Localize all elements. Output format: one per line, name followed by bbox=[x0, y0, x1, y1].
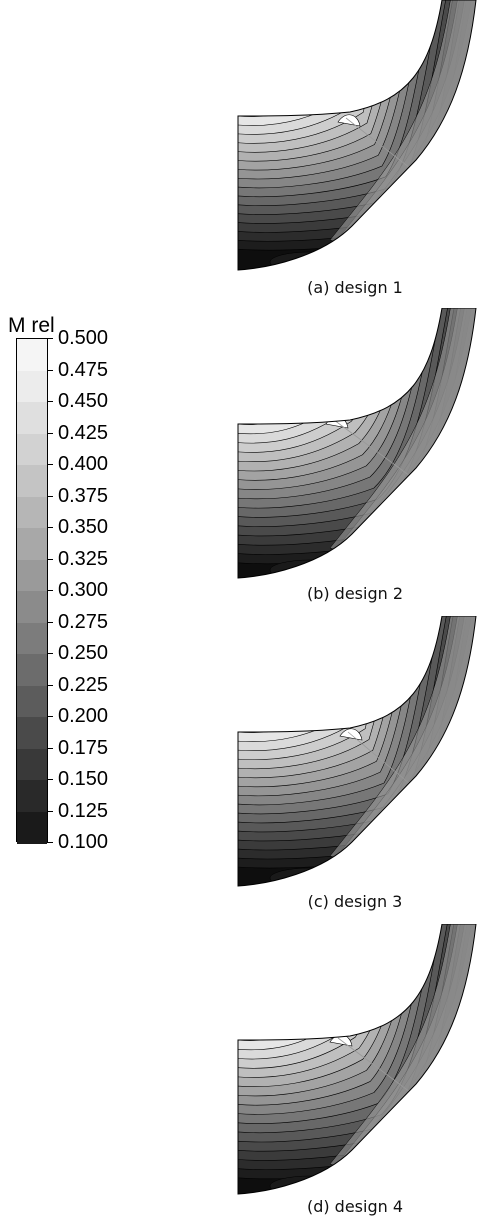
panel-design-3: (c) design 3 bbox=[230, 616, 480, 916]
legend-swatch bbox=[17, 591, 47, 623]
legend-tick-label: 0.300 bbox=[58, 579, 109, 601]
legend-tick-label: 0.275 bbox=[58, 610, 109, 633]
legend-tick bbox=[47, 747, 53, 749]
legend-swatch bbox=[17, 622, 47, 655]
contour-bands bbox=[238, 0, 476, 270]
legend-tick bbox=[47, 558, 53, 560]
legend-tick bbox=[47, 464, 53, 465]
legend-tick-label: 0.175 bbox=[58, 736, 109, 759]
grid-line bbox=[347, 731, 411, 785]
legend-tick-label: 0.225 bbox=[58, 673, 109, 696]
contour-bands bbox=[238, 616, 476, 886]
legend-swatch bbox=[17, 717, 47, 749]
legend-swatch bbox=[17, 465, 47, 497]
legend-tick bbox=[47, 338, 53, 339]
legend-swatch bbox=[17, 780, 47, 812]
domain-outline bbox=[237, 308, 477, 579]
color-legend-bar bbox=[16, 338, 48, 844]
legend-tick bbox=[47, 810, 53, 812]
legend-tick-label: 0.425 bbox=[58, 421, 109, 444]
legend-tick-label: 0.500 bbox=[58, 327, 109, 349]
legend-swatch bbox=[17, 433, 47, 466]
legend-tick bbox=[47, 590, 53, 591]
legend-title: M rel bbox=[8, 314, 55, 337]
caption-design-4: (d) design 4 bbox=[306, 1197, 404, 1216]
grid-line bbox=[345, 117, 411, 169]
domain-outline bbox=[237, 924, 477, 1195]
legend-swatch bbox=[17, 654, 47, 686]
contour-bands bbox=[238, 308, 476, 578]
legend-tick-label: 0.400 bbox=[58, 453, 109, 475]
legend-tick-label: 0.475 bbox=[58, 358, 109, 381]
legend-tick bbox=[47, 779, 53, 780]
legend-tick bbox=[47, 432, 53, 434]
legend-swatch bbox=[17, 748, 47, 781]
domain-outline bbox=[237, 0, 477, 271]
legend-swatch bbox=[17, 528, 47, 560]
legend-swatch bbox=[17, 496, 47, 529]
contour-plot-design-4 bbox=[237, 924, 477, 1195]
legend-tick-label: 0.150 bbox=[58, 768, 109, 790]
contour-band bbox=[238, 0, 380, 126]
legend-tick bbox=[47, 527, 53, 528]
contour-band bbox=[238, 616, 382, 742]
legend-swatch bbox=[17, 339, 47, 371]
contour-plot-design-1 bbox=[237, 0, 477, 271]
legend-tick-label: 0.450 bbox=[58, 390, 109, 412]
grid-line bbox=[337, 1037, 411, 1093]
legend-tick-label: 0.125 bbox=[58, 799, 109, 822]
grid-line bbox=[333, 419, 411, 477]
contour-bands bbox=[238, 924, 476, 1194]
legend-tick bbox=[47, 842, 53, 843]
contour-pocket bbox=[269, 867, 351, 886]
legend-tick bbox=[47, 621, 53, 623]
caption-design-2: (b) design 2 bbox=[306, 584, 404, 603]
legend-tick bbox=[47, 684, 53, 686]
caption-design-1: (a) design 1 bbox=[307, 278, 403, 297]
legend-swatch bbox=[17, 559, 47, 592]
caption-design-3: (c) design 3 bbox=[307, 892, 403, 911]
legend-tick-label: 0.375 bbox=[58, 484, 109, 507]
panel-design-4: (d) design 4 bbox=[230, 924, 480, 1219]
legend-tick bbox=[47, 495, 53, 497]
domain-outline bbox=[237, 616, 477, 887]
panel-design-1: (a) design 1 bbox=[230, 0, 480, 300]
legend-swatch bbox=[17, 811, 47, 844]
panel-design-2: (b) design 2 bbox=[230, 308, 480, 608]
contour-band bbox=[238, 308, 385, 435]
legend-swatch bbox=[17, 370, 47, 403]
legend-swatch bbox=[17, 685, 47, 718]
legend-tick-label: 0.100 bbox=[58, 831, 109, 853]
legend-tick bbox=[47, 401, 53, 402]
legend-tick bbox=[47, 716, 53, 717]
legend-tick bbox=[47, 369, 53, 371]
contour-pocket bbox=[269, 251, 351, 270]
contour-plot-design-3 bbox=[237, 616, 477, 887]
legend-tick-label: 0.250 bbox=[58, 642, 109, 664]
contour-pocket bbox=[269, 1175, 351, 1194]
contour-band bbox=[238, 924, 384, 1051]
contour-band bbox=[238, 308, 379, 425]
contour-band bbox=[238, 0, 373, 117]
legend-tick bbox=[47, 653, 53, 654]
legend-tick-label: 0.325 bbox=[58, 547, 109, 570]
legend-swatch bbox=[17, 402, 47, 434]
contour-pocket bbox=[269, 559, 351, 578]
legend-tick-label: 0.350 bbox=[58, 516, 109, 538]
contour-band bbox=[238, 616, 375, 733]
legend-tick-label: 0.200 bbox=[58, 705, 109, 727]
contour-band bbox=[238, 924, 378, 1041]
contour-plot-design-2 bbox=[237, 308, 477, 579]
